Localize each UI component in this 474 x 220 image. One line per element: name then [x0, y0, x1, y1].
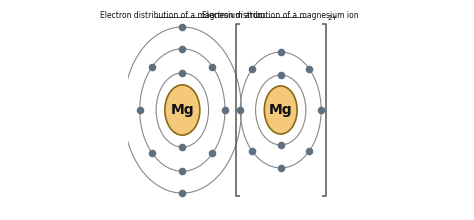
Text: Mg: Mg [269, 103, 292, 117]
Point [277, 143, 284, 147]
Text: Electron distribution of a magnesium ion: Electron distribution of a magnesium ion [202, 11, 359, 20]
Point [277, 50, 284, 54]
Text: 2+: 2+ [327, 15, 337, 22]
Point [148, 65, 156, 68]
Point [179, 169, 186, 173]
Point [179, 47, 186, 51]
Point [318, 108, 325, 112]
Point [277, 73, 284, 77]
Point [209, 152, 216, 155]
Point [179, 145, 186, 149]
Point [179, 191, 186, 195]
Text: Electron distribution of a magnesium atom: Electron distribution of a magnesium ato… [100, 11, 264, 20]
Point [237, 108, 244, 112]
Point [306, 67, 313, 71]
Point [136, 108, 144, 112]
Point [148, 152, 156, 155]
Text: Mg: Mg [171, 103, 194, 117]
Point [248, 149, 256, 153]
Ellipse shape [264, 86, 297, 134]
Point [306, 149, 313, 153]
Ellipse shape [165, 85, 200, 135]
Point [179, 71, 186, 75]
Point [277, 166, 284, 170]
Point [221, 108, 229, 112]
Point [248, 67, 256, 71]
Point [209, 65, 216, 68]
Point [179, 25, 186, 29]
